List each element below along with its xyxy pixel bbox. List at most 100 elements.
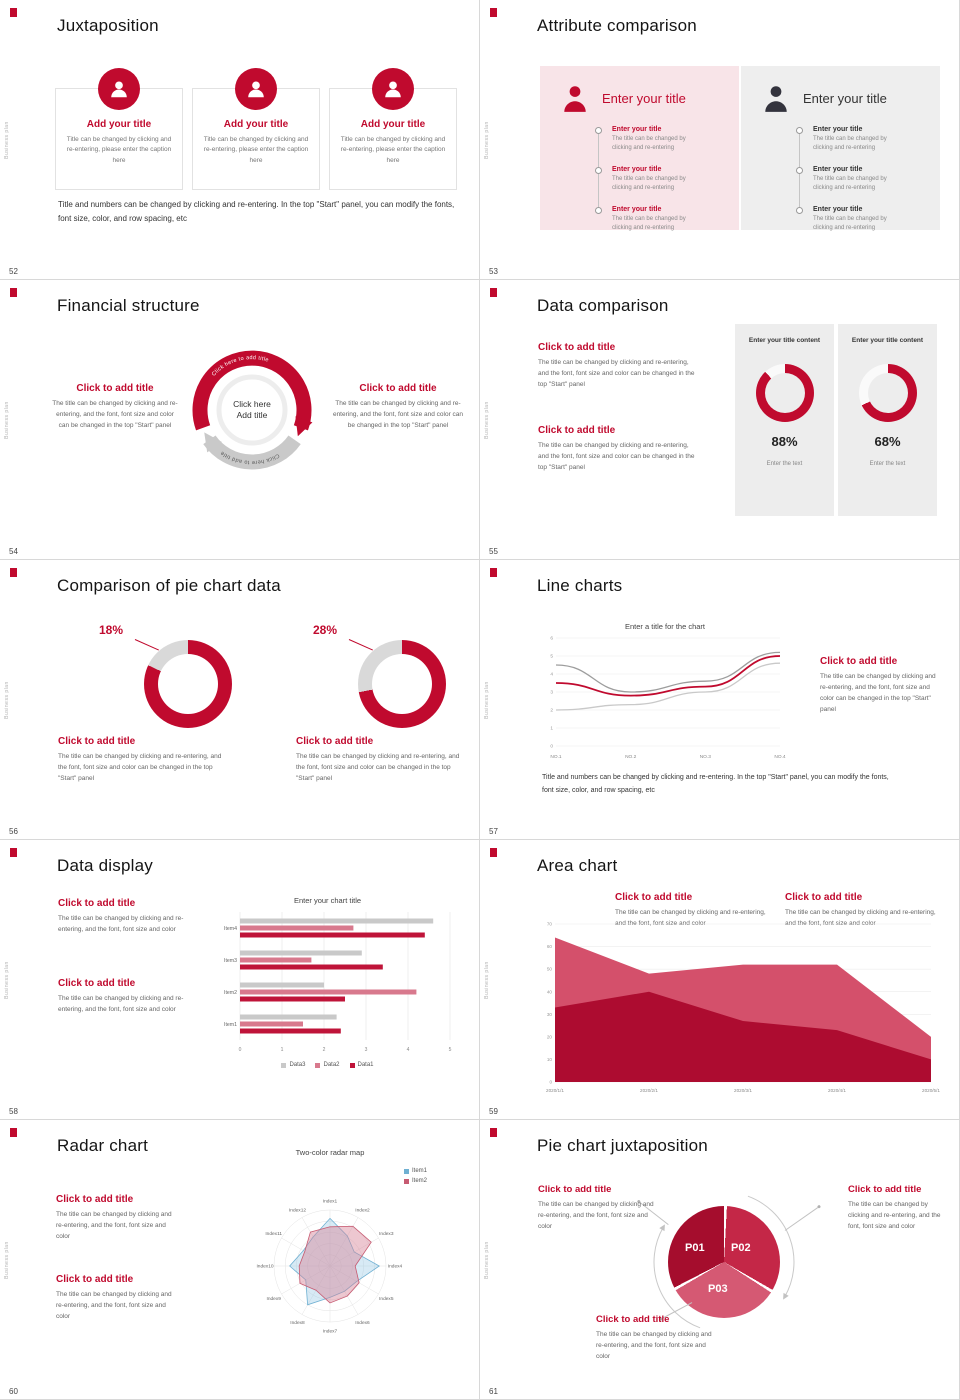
section-heading: Click to add title: [58, 898, 136, 909]
section-heading: Click to add title: [820, 656, 898, 667]
chart-title: Two-color radar map: [295, 1148, 365, 1157]
text-block-1: Click to add title The title can be chan…: [615, 892, 777, 929]
timeline-entry: Enter your title The title can be change…: [796, 166, 913, 193]
section-body: The title can be changed by clicking and…: [615, 909, 766, 928]
svg-text:Index4: Index4: [388, 1264, 403, 1270]
svg-text:4: 4: [407, 1047, 410, 1053]
text-section-1: Click to add title The title can be chan…: [58, 736, 228, 784]
svg-text:2020/4/1: 2020/4/1: [828, 1088, 846, 1093]
section-heading: Click to add title: [848, 1184, 922, 1195]
panel-header: Enter your title: [562, 80, 729, 116]
text-section-1: Click to add title The title can be chan…: [58, 898, 186, 935]
svg-text:2: 2: [323, 1047, 326, 1053]
svg-text:3: 3: [550, 690, 553, 696]
section-heading: Click to add title: [76, 383, 154, 394]
entry-title: Enter your title: [813, 206, 863, 213]
svg-text:60: 60: [547, 944, 553, 949]
section-body: The title can be changed by clicking and…: [58, 995, 184, 1014]
info-card: Add your title Title can be changed by c…: [192, 68, 320, 190]
entry-title: Enter your title: [612, 126, 662, 133]
slide-60-radar-chart[interactable]: Business plan Radar chart Two-color rada…: [0, 1120, 480, 1400]
section-heading: Click to add title: [58, 978, 136, 989]
chart-legend: Item1 Item2: [404, 1168, 427, 1188]
legend-item: Data1: [349, 1062, 374, 1068]
slide-56-pie-comparison[interactable]: Business plan Comparison of pie chart da…: [0, 560, 480, 840]
slide-61-pie-juxtaposition[interactable]: Business plan Pie chart juxtaposition P0…: [480, 1120, 960, 1400]
svg-text:Index12: Index12: [289, 1207, 306, 1213]
percent-value: 88%: [771, 434, 798, 449]
legend-item: Data2: [315, 1062, 340, 1068]
slide-54-financial-structure[interactable]: Business plan Financial structure Click …: [0, 280, 480, 560]
section-body: The title can be changed by clicking and…: [58, 915, 184, 934]
timeline-entry: Enter your title The title can be change…: [796, 126, 913, 153]
circular-arrows-diagram: Click here to add title Click here to ad…: [192, 350, 313, 470]
svg-text:Index3: Index3: [379, 1231, 394, 1237]
section-heading: Click to add title: [538, 1184, 612, 1195]
person-icon: [235, 68, 277, 110]
section-body: The title can be changed by clicking and…: [56, 1291, 172, 1321]
section-heading: Click to add title: [615, 892, 693, 903]
legend-item: Item2: [404, 1178, 427, 1184]
svg-text:2020/2/1: 2020/2/1: [640, 1088, 658, 1093]
timeline-entry: Enter your title The title can be change…: [796, 206, 913, 233]
svg-text:Index1: Index1: [323, 1199, 338, 1205]
brand-logo-icon: [490, 1128, 497, 1137]
svg-text:6: 6: [550, 636, 553, 642]
section-heading: Click to add title: [296, 736, 374, 747]
timeline: Enter your title The title can be change…: [796, 126, 930, 233]
slide-55-data-comparison[interactable]: Business plan Data comparison Click to a…: [480, 280, 960, 560]
svg-text:NO.3: NO.3: [700, 754, 712, 760]
slide-title: Line charts: [537, 576, 623, 595]
callout-line: [134, 639, 159, 651]
text-block-left: Click to add title The title can be chan…: [50, 383, 180, 431]
brand-logo-icon: [490, 568, 497, 577]
section-body: The title can be changed by clicking and…: [56, 1211, 172, 1241]
svg-text:2: 2: [550, 708, 553, 714]
section-heading: Click to add title: [538, 342, 616, 353]
svg-text:Item3: Item3: [224, 958, 237, 964]
brand-logo-icon: [490, 848, 497, 857]
bar-chart: 0 1 2 3 4 5 Item4 Item3 Item2 Item1: [224, 912, 452, 1053]
person-chat-icon: [372, 68, 414, 110]
svg-text:70: 70: [547, 922, 553, 927]
slide-52-juxtaposition[interactable]: Business plan Juxtaposition Add your tit…: [0, 0, 480, 280]
text-section-2: Click to add title The title can be chan…: [538, 425, 700, 473]
pie-label: P01: [685, 1242, 705, 1254]
svg-text:30: 30: [547, 1012, 553, 1017]
entry-sub: The title can be changed by clicking and…: [813, 136, 887, 151]
brand-logo-icon: [10, 8, 17, 17]
section-heading: Click to add title: [56, 1274, 134, 1285]
pie-chart: P01 P02 P03: [668, 1206, 780, 1318]
chart-legend: Data3 Data2 Data1: [195, 1062, 460, 1072]
entry-sub: The title can be changed by clicking and…: [813, 176, 887, 191]
slide-58-data-display[interactable]: Business plan Data display Click to add …: [0, 840, 480, 1120]
legend-item: Item1: [404, 1168, 427, 1174]
slide-number: 53: [489, 267, 498, 276]
svg-text:20: 20: [547, 1034, 553, 1039]
section-heading: Click to add title: [56, 1194, 134, 1205]
slide-57-line-charts[interactable]: Business plan Line charts Enter a title …: [480, 560, 960, 840]
brand-logo-icon: [490, 8, 497, 17]
svg-text:Index9: Index9: [267, 1296, 282, 1302]
svg-text:Index5: Index5: [379, 1296, 394, 1302]
slide-59-area-chart[interactable]: Business plan Area chart Click to add ti…: [480, 840, 960, 1120]
svg-text:NO.4: NO.4: [774, 754, 786, 760]
svg-text:NO.1: NO.1: [550, 754, 562, 760]
card-caption: Title can be changed by clicking and re-…: [203, 136, 309, 164]
section-body: The title can be changed by clicking and…: [538, 359, 695, 389]
card-heading: Add your title: [223, 119, 289, 130]
center-line-1: Click here: [233, 399, 271, 409]
svg-text:2020/3/1: 2020/3/1: [734, 1088, 752, 1093]
svg-text:Item1: Item1: [224, 1022, 237, 1028]
timeline-entry: Enter your title The title can be change…: [595, 126, 712, 153]
svg-text:5: 5: [550, 654, 553, 660]
svg-text:40: 40: [547, 989, 553, 994]
svg-text:2020/1/1: 2020/1/1: [546, 1088, 564, 1093]
text-block-2: Click to add title The title can be chan…: [785, 892, 943, 929]
info-card: Add your title Title can be changed by c…: [55, 68, 183, 190]
slide-footnote: Title and numbers can be changed by clic…: [542, 774, 889, 794]
person-dark-icon: [763, 83, 789, 113]
svg-text:0: 0: [550, 744, 553, 750]
panel-title: Enter your title: [803, 90, 887, 106]
slide-53-attribute-comparison[interactable]: Business plan Attribute comparison Enter…: [480, 0, 960, 280]
